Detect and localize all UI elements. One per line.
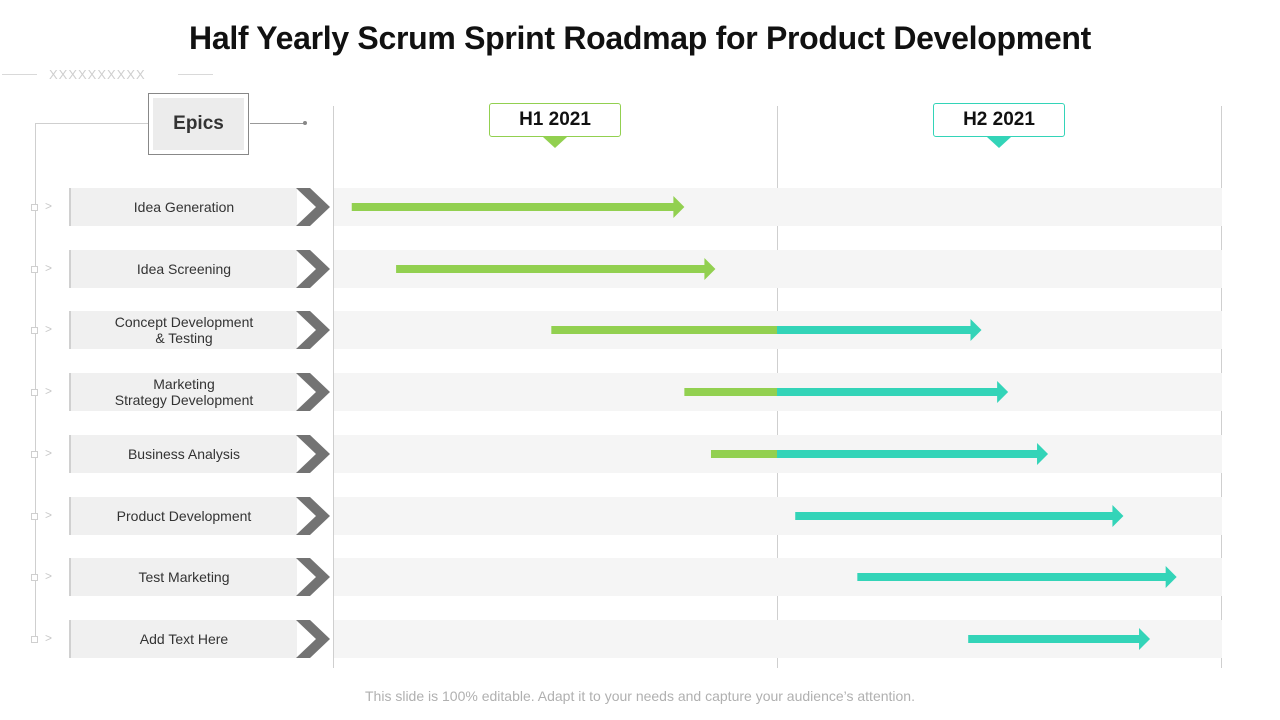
row-bullet-chevron-icon: > <box>45 508 53 522</box>
callout-pointer-h2 <box>987 137 1011 148</box>
period-label-h2: H2 2021 <box>963 109 1035 130</box>
gantt-bar-arrowhead <box>997 381 1009 403</box>
gantt-bar <box>396 258 716 280</box>
row-bullet-square <box>31 451 38 458</box>
chevron-right-icon <box>296 311 330 349</box>
gantt-bar-h2-segment <box>777 326 972 334</box>
footer-note: This slide is 100% editable. Adapt it to… <box>365 688 915 704</box>
gantt-bar-arrowhead <box>1112 505 1124 527</box>
row-bullet-square <box>31 636 38 643</box>
callout-pointer-h1 <box>543 137 567 148</box>
chevron-right-icon <box>296 497 330 535</box>
row-bullet-chevron-icon: > <box>45 631 53 645</box>
decoration-text: XXXXXXXXXX <box>49 67 146 82</box>
gantt-bar-h2-segment <box>857 573 1167 581</box>
gantt-bar-arrowhead <box>704 258 716 280</box>
row-bullet-chevron-icon: > <box>45 446 53 460</box>
row-bullet-square <box>31 327 38 334</box>
epic-tail-dot <box>303 121 307 125</box>
gantt-bar-h1-segment <box>710 450 777 458</box>
gantt-bar <box>551 319 982 341</box>
gantt-bar <box>968 628 1151 650</box>
row-bullet-square <box>31 266 38 273</box>
decoration-line-right <box>178 74 213 75</box>
title-decoration: XXXXXXXXXX <box>0 67 220 83</box>
gantt-bar-h1-segment <box>396 265 706 273</box>
chevron-right-icon <box>296 620 330 658</box>
chevron-right-icon <box>296 558 330 596</box>
gantt-bar-h1-segment <box>351 203 675 211</box>
epics-header-box: Epics <box>148 93 249 155</box>
gantt-bar-arrowhead <box>1037 443 1049 465</box>
row-bullet-chevron-icon: > <box>45 199 53 213</box>
epic-label: Add Text Here <box>69 620 297 658</box>
gantt-bar-arrowhead <box>970 319 982 341</box>
epic-label: Test Marketing <box>69 558 297 596</box>
row-bullet-square <box>31 574 38 581</box>
chevron-right-icon <box>296 373 330 411</box>
row-bullet-square <box>31 389 38 396</box>
row-bullet-chevron-icon: > <box>45 261 53 275</box>
row-bullet-chevron-icon: > <box>45 569 53 583</box>
gantt-bar-arrowhead <box>1139 628 1151 650</box>
gantt-bar-h1-segment <box>684 388 777 396</box>
period-callout-h1: H1 2021 <box>489 103 621 148</box>
gantt-bar-arrowhead <box>673 196 685 218</box>
chevron-right-icon <box>296 188 330 226</box>
gantt-bar-h2-segment <box>777 450 1039 458</box>
epic-label: Idea Generation <box>69 188 297 226</box>
gantt-bar <box>684 381 1009 403</box>
gantt-bar <box>710 443 1049 465</box>
gantt-bar-h2-segment <box>777 388 999 396</box>
epic-label: Marketing Strategy Development <box>69 373 297 411</box>
row-bullet-chevron-icon: > <box>45 322 53 336</box>
gantt-bar-h2-segment <box>795 512 1114 520</box>
epics-label: Epics <box>153 98 244 150</box>
epic-connector-horizontal <box>35 123 148 124</box>
gantt-bar <box>351 196 685 218</box>
chevron-right-icon <box>296 250 330 288</box>
row-bullet-square <box>31 513 38 520</box>
row-bullet-square <box>31 204 38 211</box>
period-label-h1: H1 2021 <box>519 109 591 130</box>
chevron-right-icon <box>296 435 330 473</box>
epic-tail-line <box>250 123 305 124</box>
period-callout-h2: H2 2021 <box>933 103 1065 148</box>
epic-label: Business Analysis <box>69 435 297 473</box>
gantt-bar-h1-segment <box>551 326 777 334</box>
epic-label: Idea Screening <box>69 250 297 288</box>
timeline-start-line <box>333 106 334 668</box>
epic-connector-vertical <box>35 124 36 640</box>
gantt-bar <box>795 505 1124 527</box>
page-title: Half Yearly Scrum Sprint Roadmap for Pro… <box>189 20 1091 56</box>
row-bullet-chevron-icon: > <box>45 384 53 398</box>
decoration-line-left <box>2 74 37 75</box>
gantt-bar-h2-segment <box>968 635 1141 643</box>
epic-label: Product Development <box>69 497 297 535</box>
gantt-bar <box>857 566 1177 588</box>
gantt-bar-arrowhead <box>1165 566 1177 588</box>
epic-label: Concept Development & Testing <box>69 311 297 349</box>
